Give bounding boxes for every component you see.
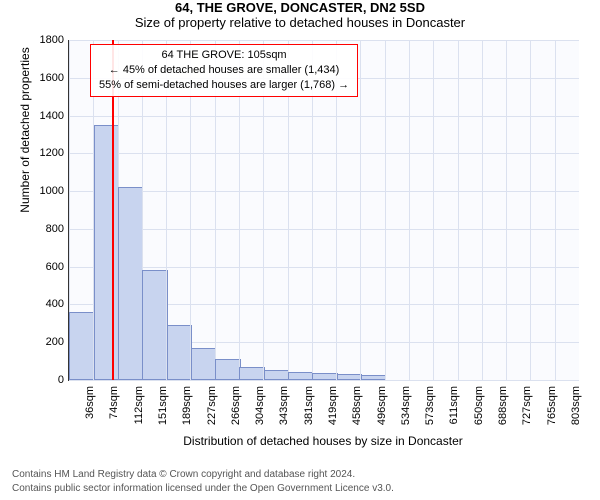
footer-1: Contains HM Land Registry data © Crown c… [12, 469, 355, 480]
y-tick-label: 1600 [28, 72, 64, 84]
x-tick-label: 458sqm [351, 386, 363, 425]
gridline-h [69, 40, 579, 41]
y-tick-label: 1800 [28, 34, 64, 46]
gridline-v [385, 40, 386, 380]
x-tick-label: 266sqm [230, 386, 242, 425]
histogram-bar [288, 372, 313, 380]
histogram-bar [264, 370, 289, 380]
y-tick-label: 600 [28, 261, 64, 273]
info-line-1: 64 THE GROVE: 105sqm [99, 48, 349, 63]
x-tick-label: 189sqm [181, 386, 193, 425]
histogram-bar [361, 375, 386, 380]
x-tick-label: 727sqm [521, 386, 533, 425]
x-tick-label: 573sqm [424, 386, 436, 425]
gridline-v [530, 40, 531, 380]
histogram-bar [312, 373, 337, 380]
x-tick-label: 112sqm [133, 386, 145, 424]
histogram-bar [118, 187, 143, 380]
gridline-h [69, 229, 579, 230]
x-tick-label: 803sqm [570, 386, 582, 425]
histogram-bar [191, 348, 216, 380]
gridline-h [69, 267, 579, 268]
y-tick-label: 1000 [28, 185, 64, 197]
info-box: 64 THE GROVE: 105sqm ← 45% of detached h… [90, 44, 358, 97]
gridline-h [69, 153, 579, 154]
x-tick-label: 381sqm [303, 386, 315, 425]
x-tick-label: 496sqm [376, 386, 388, 425]
histogram-bar [69, 312, 94, 380]
x-tick-label: 304sqm [254, 386, 266, 425]
x-tick-label: 650sqm [473, 386, 485, 425]
y-tick-label: 1200 [28, 147, 64, 159]
gridline-v [409, 40, 410, 380]
y-tick-label: 200 [28, 336, 64, 348]
x-tick-label: 74sqm [108, 386, 120, 419]
y-tick-label: 1400 [28, 110, 64, 122]
y-tick-label: 800 [28, 223, 64, 235]
histogram-bar [215, 359, 240, 380]
x-tick-label: 611sqm [448, 386, 460, 424]
gridline-v [506, 40, 507, 380]
histogram-bar [94, 125, 119, 380]
x-tick-label: 688sqm [497, 386, 509, 425]
info-line-3: 55% of semi-detached houses are larger (… [99, 78, 349, 93]
x-tick-label: 419sqm [327, 386, 339, 425]
x-tick-label: 534sqm [400, 386, 412, 425]
x-tick-label: 343sqm [278, 386, 290, 425]
x-tick-label: 765sqm [546, 386, 558, 425]
histogram-bar [142, 270, 167, 380]
histogram-bar [337, 374, 362, 380]
histogram-bar [167, 325, 192, 380]
gridline-h [69, 191, 579, 192]
histogram-bar [239, 367, 264, 380]
x-tick-label: 36sqm [84, 386, 96, 419]
info-line-2: ← 45% of detached houses are smaller (1,… [99, 63, 349, 78]
x-tick-label: 227sqm [206, 386, 218, 425]
gridline-v [482, 40, 483, 380]
gridline-v [433, 40, 434, 380]
y-tick-label: 400 [28, 298, 64, 310]
gridline-h [69, 116, 579, 117]
gridline-v [555, 40, 556, 380]
y-tick-label: 0 [28, 374, 64, 386]
footer-2: Contains public sector information licen… [12, 483, 394, 494]
x-tick-label: 151sqm [157, 386, 169, 425]
gridline-v [360, 40, 361, 380]
x-axis-label: Distribution of detached houses by size … [68, 434, 578, 448]
gridline-v [458, 40, 459, 380]
gridline-h [69, 380, 579, 381]
